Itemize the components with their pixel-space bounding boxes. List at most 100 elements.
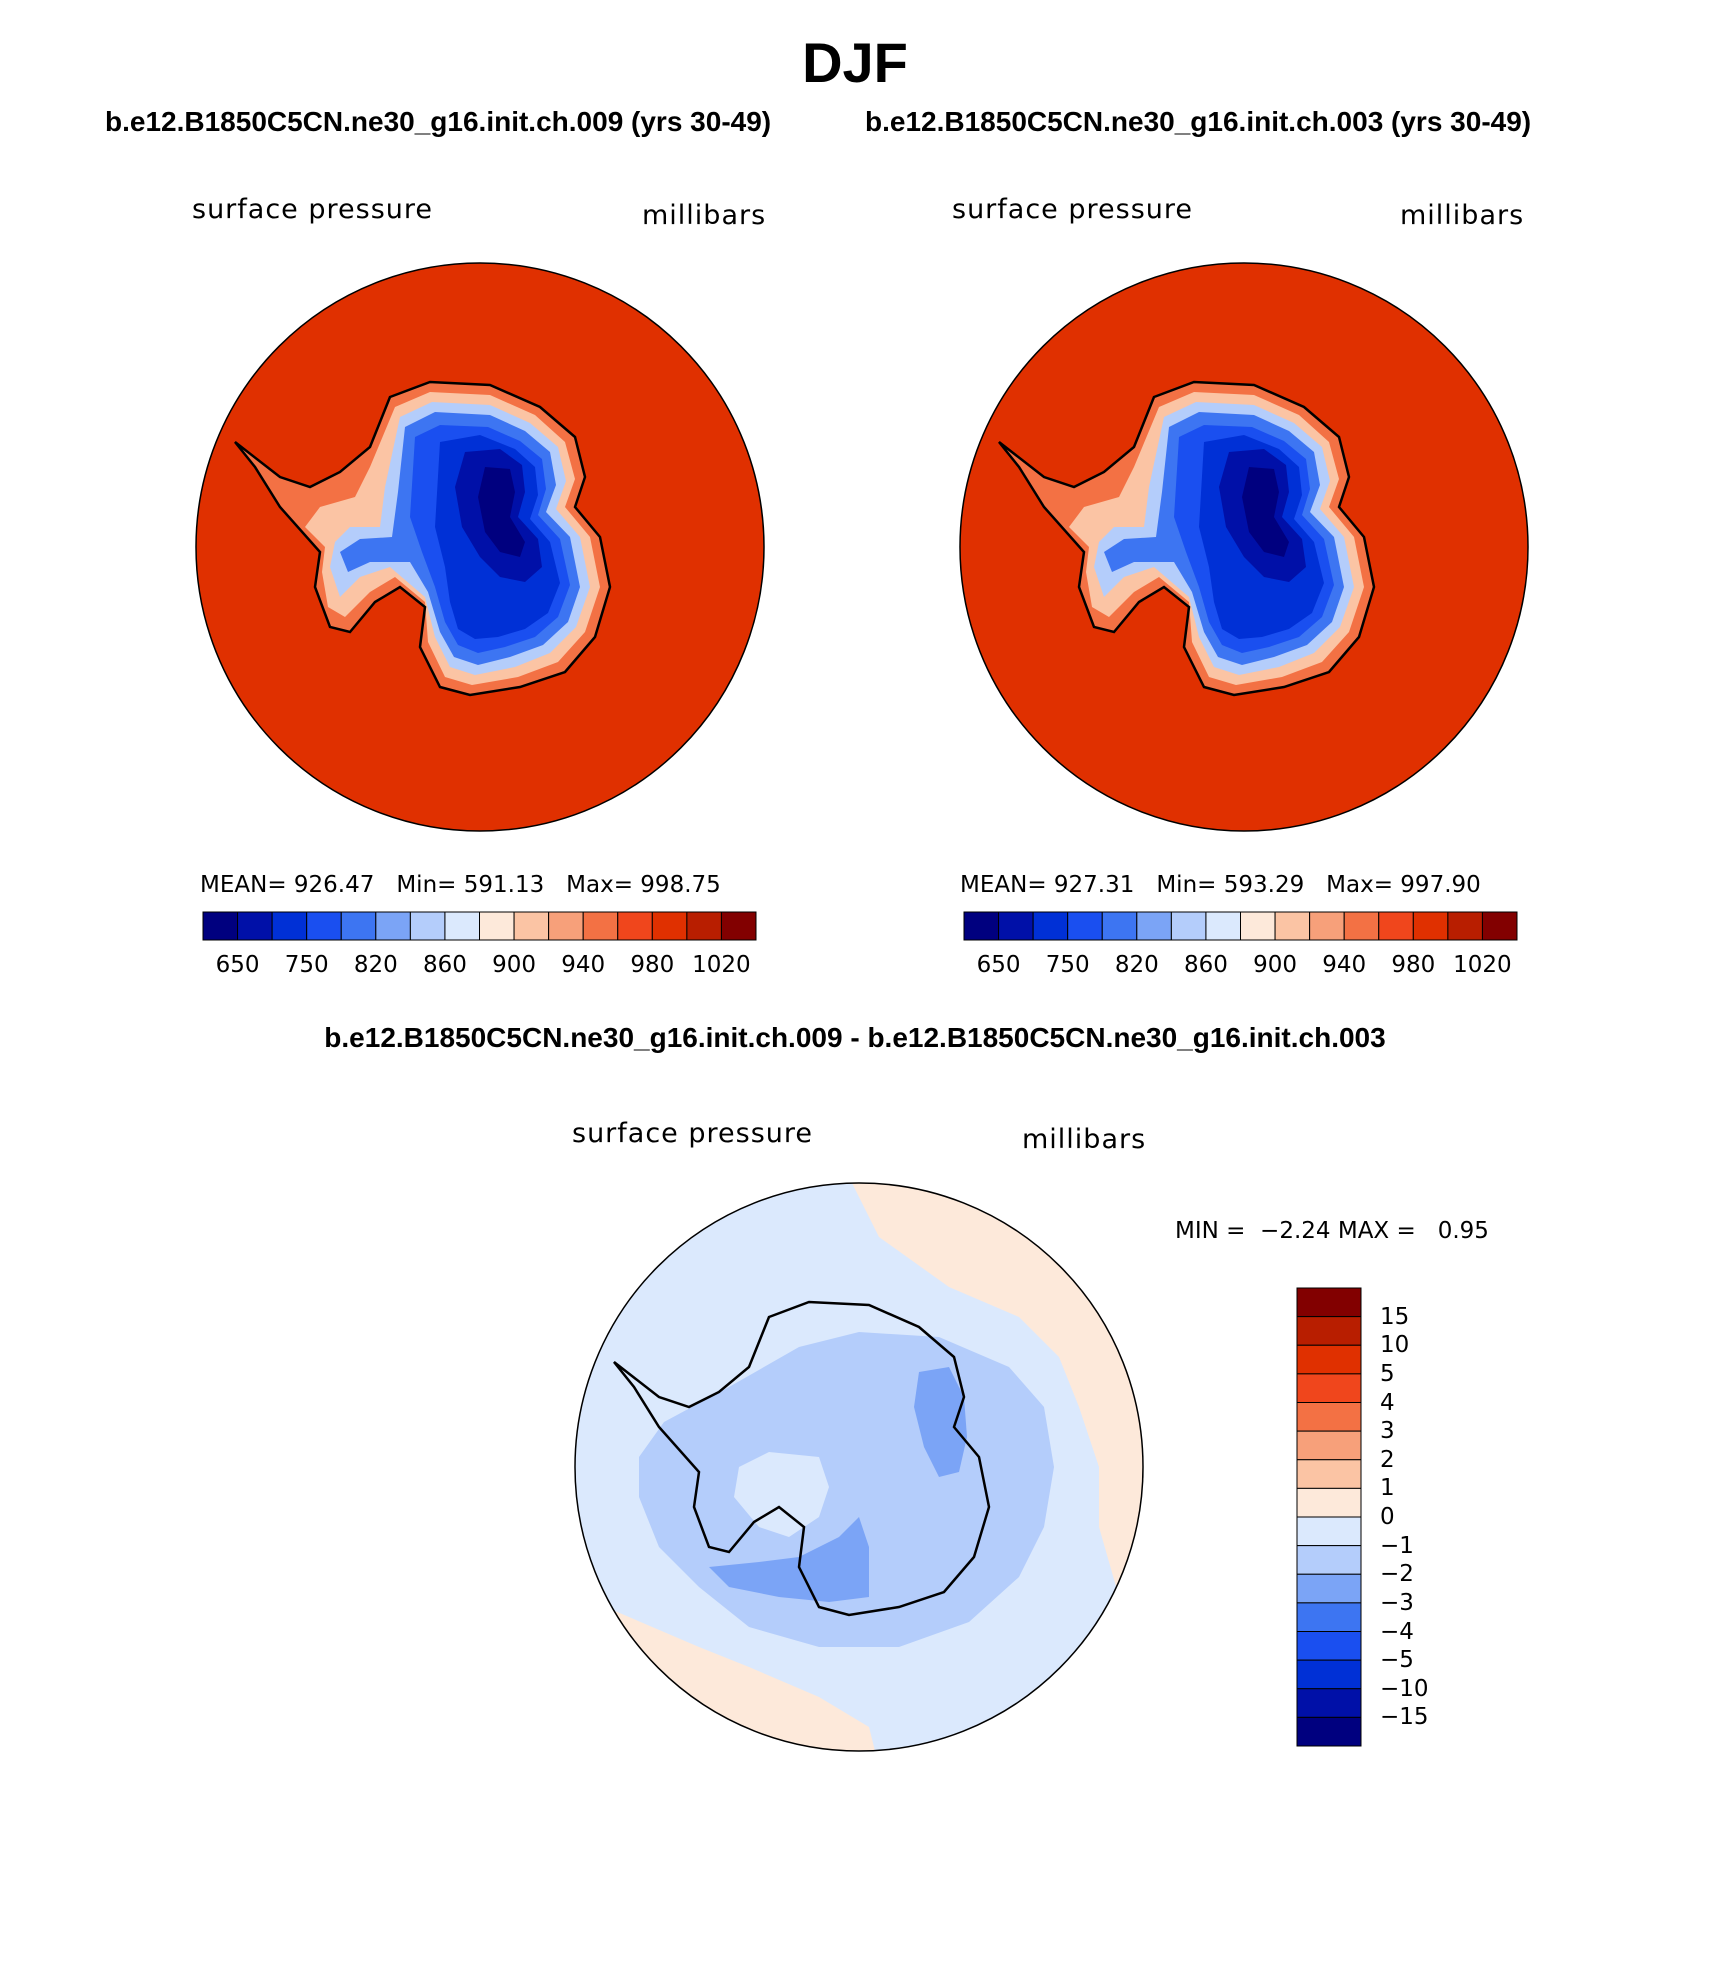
diff-colorbar-tick-label: −1 [1380, 1532, 1414, 1559]
panel1-colorbar-swatch [444, 911, 480, 941]
panel2-colorbar-swatch [1343, 911, 1380, 941]
panel2-colorbar-swatch [1205, 911, 1241, 941]
diff-colorbar-swatch [1296, 1487, 1362, 1518]
diff-colorbar-swatch [1296, 1602, 1362, 1632]
diff-colorbar-tick-label: 3 [1380, 1418, 1395, 1445]
figure-title: DJF [802, 31, 908, 94]
diff-minus2-sw [709, 1517, 869, 1602]
panel1-units-label: millibars [642, 200, 767, 231]
difference-colorbar [1296, 1287, 1362, 1747]
panel1-colorbar-tick-label: 1020 [692, 952, 751, 978]
panel2-mean: 927.31 [1053, 872, 1135, 898]
panel1-colorbar-swatch [202, 911, 239, 941]
panel1-colorbar-swatch [686, 911, 722, 941]
panel2-colorbar-tick-label: 900 [1253, 952, 1298, 978]
panel2-colorbar-swatch [1240, 911, 1276, 941]
panel1-colorbar-tick-label: 900 [492, 952, 537, 978]
panel1-colorbar-swatch [720, 911, 757, 941]
diff-colorbar-tick-label: 5 [1380, 1360, 1395, 1387]
panel2-variable-label: surface pressure [952, 194, 1193, 225]
diff-colorbar-tick-label: −2 [1380, 1561, 1414, 1588]
panel2-colorbar-tick-label: 940 [1322, 952, 1367, 978]
panel2-colorbar-swatch [1274, 911, 1311, 941]
difference-colorbar-labels: 15 10 5 4 3 2 1 0 −1 −2 −3 −4 −5 −10 −15 [1380, 1288, 1500, 1748]
panel2-colorbar-swatch [1032, 911, 1069, 941]
panel1-colorbar-swatch [479, 911, 515, 941]
panel1-map [195, 262, 765, 832]
difference-map [574, 1182, 1144, 1752]
panel1-colorbar-swatch [617, 911, 653, 941]
panel2-colorbar-tick-label: 980 [1391, 952, 1436, 978]
panel1-case-title: b.e12.B1850C5CN.ne30_g16.init.ch.009 (yr… [105, 106, 772, 137]
diff-colorbar-tick-label: −10 [1380, 1675, 1429, 1702]
diff-colorbar-swatch [1296, 1631, 1362, 1661]
panel1-colorbar-swatch [548, 911, 584, 941]
panel1-colorbar-swatch [375, 911, 411, 941]
diff-colorbar-swatch [1296, 1516, 1362, 1547]
panel2-max: 997.90 [1400, 872, 1481, 898]
panel1-colorbar-swatch [340, 911, 377, 941]
panel1-colorbar-swatch [651, 911, 688, 941]
panel1-colorbar-swatch [237, 911, 273, 941]
panel2-colorbar-swatch [998, 911, 1034, 941]
diff-colorbar-swatch [1296, 1659, 1362, 1690]
diff-colorbar-tick-label: 1 [1380, 1475, 1395, 1502]
diff-min: −2.24 [1260, 1218, 1331, 1244]
panel2-stats: MEAN= 927.31 Min= 593.29 Max= 997.90 [960, 872, 1481, 898]
panel1-antarctica [234, 380, 612, 697]
diff-colorbar-tick-label: 0 [1380, 1504, 1395, 1530]
panel2-colorbar-swatch [1309, 911, 1345, 941]
panel2-colorbar-swatch [1067, 911, 1103, 941]
diff-units-label: millibars [1022, 1124, 1147, 1155]
panel1-colorbar-tick-label: 820 [353, 952, 398, 978]
diff-colorbar-tick-label: 10 [1380, 1332, 1410, 1359]
panel2-map [959, 262, 1529, 832]
diff-colorbar-swatch [1296, 1344, 1362, 1375]
diff-colorbar-swatch [1296, 1688, 1362, 1718]
diff-light-patch [734, 1452, 829, 1537]
diff-colorbar-swatch [1296, 1373, 1362, 1403]
panel2-colorbar-swatch [1170, 911, 1207, 941]
panel1-colorbar-tick-label: 750 [284, 952, 329, 978]
diff-colorbar-swatch [1296, 1430, 1362, 1461]
panel2-colorbar-tick-label: 860 [1183, 952, 1228, 978]
panel2-colorbar-swatch [1412, 911, 1449, 941]
panel2-case-title: b.e12.B1850C5CN.ne30_g16.init.ch.003 (yr… [865, 106, 1532, 137]
panel2-colorbar-swatch [1136, 911, 1172, 941]
diff-colorbar-tick-label: −3 [1380, 1589, 1414, 1616]
panel1-colorbar-swatch [271, 911, 308, 941]
panel1-colorbar-labels: 650 750 820 860 900 940 980 1020 [203, 952, 756, 982]
panel2-colorbar-tick-label: 820 [1114, 952, 1159, 978]
diff-max: 0.95 [1437, 1218, 1489, 1244]
diff-colorbar-swatch [1296, 1545, 1362, 1575]
diff-coastline [613, 1300, 991, 1617]
panel1-max: 998.75 [640, 872, 721, 898]
panel2-colorbar-swatch [1481, 911, 1518, 941]
diff-colorbar-tick-label: 2 [1380, 1446, 1395, 1473]
panel2-colorbar-swatch [963, 911, 1000, 941]
diff-colorbar-swatch [1296, 1287, 1362, 1318]
panel1-colorbar-tick-label: 980 [630, 952, 675, 978]
diff-variable-label: surface pressure [572, 1118, 813, 1149]
panel2-units-label: millibars [1400, 200, 1525, 231]
panel1-colorbar-swatch [513, 911, 550, 941]
panel1-variable-label: surface pressure [192, 194, 433, 225]
panel2-colorbar-tick-label: 1020 [1453, 952, 1512, 978]
diff-stats: MIN = −2.24 MAX = 0.95 [1175, 1218, 1489, 1244]
diff-colorbar-swatch [1296, 1716, 1362, 1747]
diff-colorbar-tick-label: −5 [1380, 1647, 1414, 1674]
panel2-colorbar [963, 911, 1518, 941]
panel1-colorbar-swatch [306, 911, 342, 941]
diff-colorbar-tick-label: 4 [1380, 1389, 1395, 1416]
diff-colorbar-swatch [1296, 1316, 1362, 1346]
panel2-colorbar-tick-label: 750 [1045, 952, 1090, 978]
panel1-colorbar [202, 911, 757, 941]
panel2-colorbar-labels: 650 750 820 860 900 940 980 1020 [964, 952, 1517, 982]
panel1-min: 591.13 [463, 872, 545, 898]
diff-colorbar-swatch [1296, 1402, 1362, 1432]
panel2-min: 593.29 [1223, 872, 1305, 898]
panel2-colorbar-tick-label: 650 [976, 952, 1021, 978]
diff-colorbar-swatch [1296, 1573, 1362, 1604]
diff-colorbar-tick-label: 15 [1380, 1303, 1410, 1330]
panel2-antarctica [998, 380, 1376, 697]
